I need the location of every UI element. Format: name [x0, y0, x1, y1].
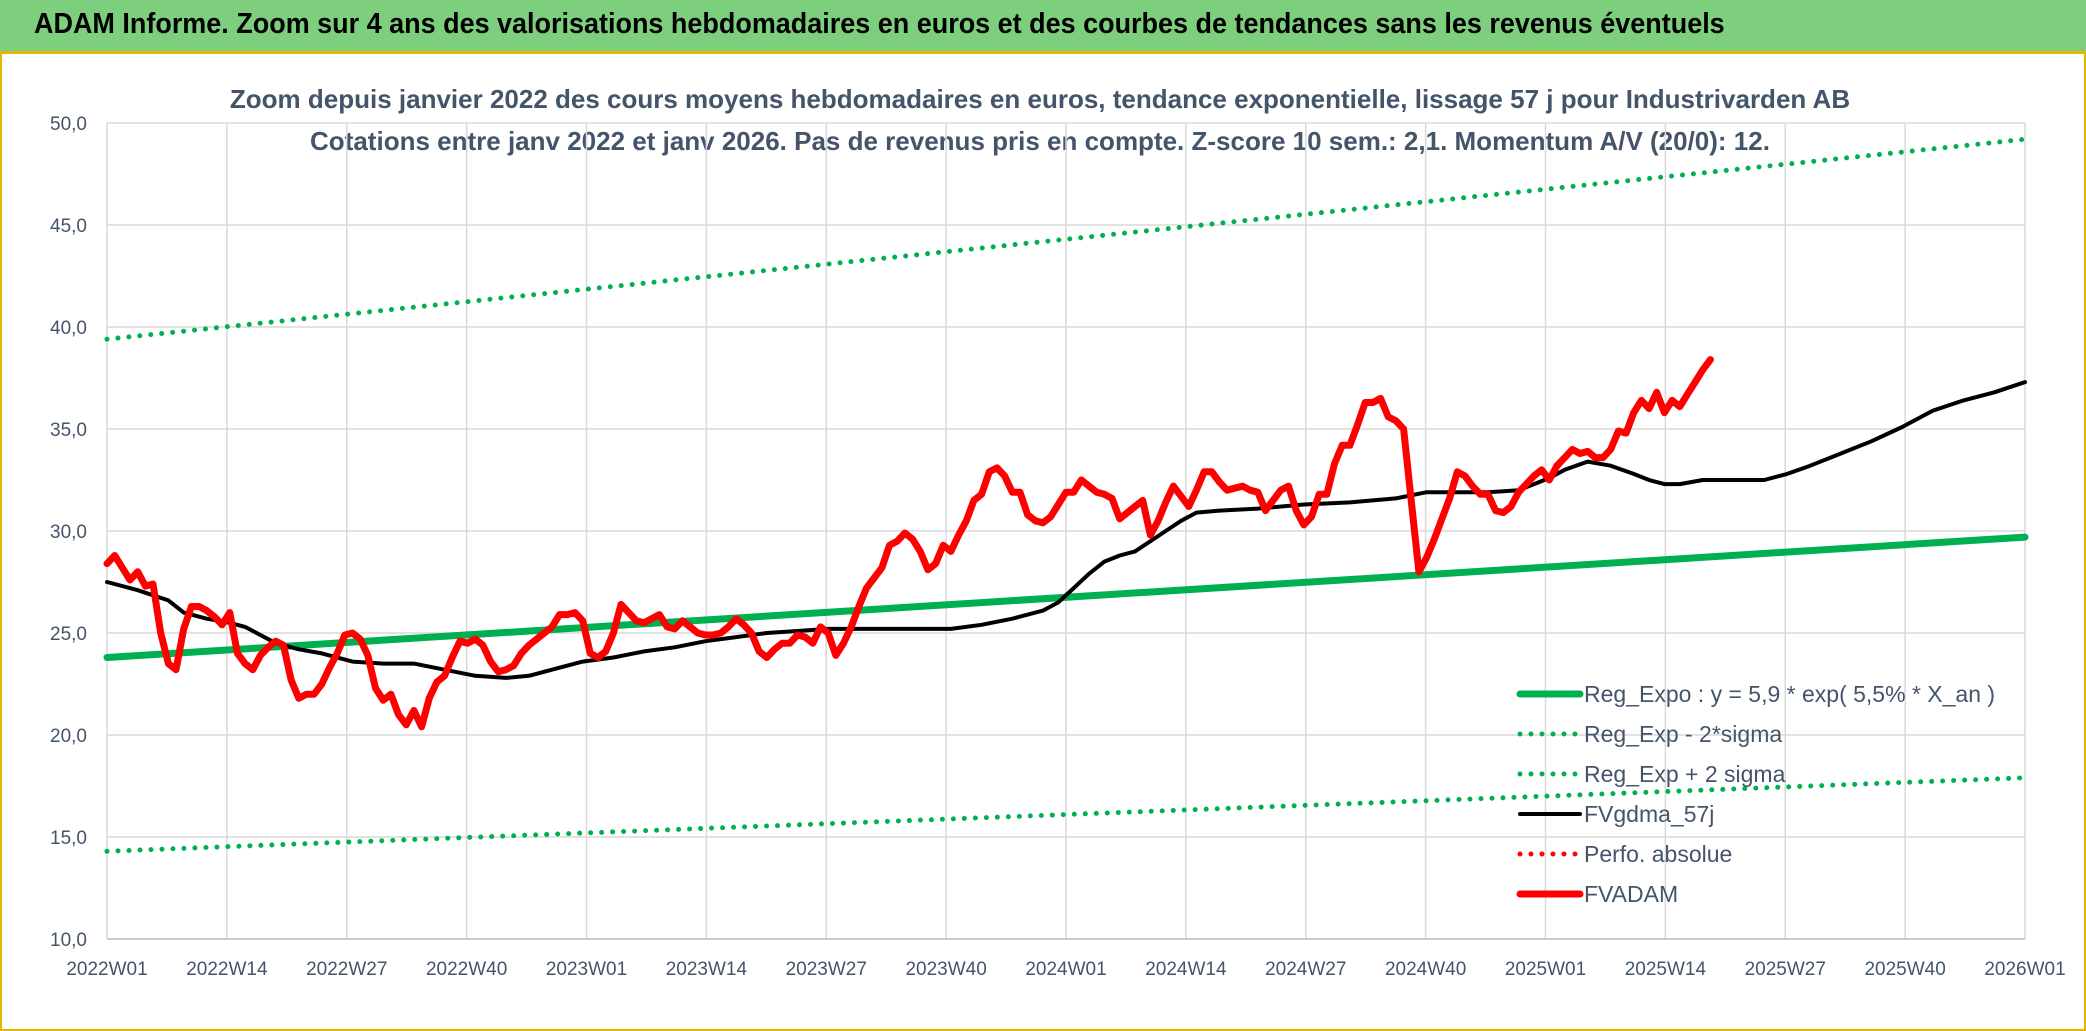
legend: Reg_Expo : y = 5,9 * exp( 5,5% * X_an ) R… — [1516, 681, 1995, 907]
legend-label-fvadam: FVADAM — [1584, 881, 1678, 907]
x-tick-label: 2025W27 — [1745, 959, 1826, 980]
x-tick-label: 2024W27 — [1265, 959, 1346, 980]
x-tick-label: 2022W27 — [306, 959, 387, 980]
x-tick-label: 2022W40 — [426, 959, 507, 980]
y-tick-label: 30,0 — [50, 522, 87, 543]
y-tick-label: 25,0 — [50, 624, 87, 645]
series-line-reg-exp-plus — [104, 136, 2028, 342]
chart-subtitle: Cotations entre janv 2022 et janv 2026. … — [310, 126, 1770, 156]
header-banner: ADAM Informe. Zoom sur 4 ans des valoris… — [0, 0, 2086, 54]
y-axis: 10,0 15,0 20,0 25,0 30,0 35,0 40,0 45,0 50,0 — [50, 114, 87, 951]
x-tick-label: 2026W01 — [1984, 959, 2065, 980]
y-tick-label: 20,0 — [50, 726, 87, 747]
chart-title: Zoom depuis janvier 2022 des cours moyen… — [230, 84, 1850, 114]
x-tick-label: 2024W14 — [1145, 959, 1227, 980]
legend-label-fvgdma: FVgdma_57j — [1584, 801, 1714, 827]
legend-label-reg-exp-minus: Reg_Exp - 2*sigma — [1584, 721, 1782, 747]
x-tick-label: 2024W40 — [1385, 959, 1466, 980]
grid — [106, 122, 2026, 940]
y-tick-label: 15,0 — [50, 828, 87, 849]
banner-title: ADAM Informe. Zoom sur 4 ans des valoris… — [34, 8, 1725, 40]
y-tick-label: 45,0 — [50, 216, 87, 237]
x-axis: 2022W01 2022W14 2022W27 2022W40 2023W01 2023W… — [66, 959, 2065, 980]
series-line-reg-exp-minus — [104, 775, 2028, 854]
y-tick-label: 40,0 — [50, 318, 87, 339]
legend-label-reg-exp-plus: Reg_Exp + 2 sigma — [1584, 761, 1786, 787]
y-tick-label: 50,0 — [50, 114, 87, 135]
x-tick-label: 2022W01 — [66, 959, 147, 980]
y-tick-label: 10,0 — [50, 930, 87, 951]
x-tick-label: 2022W14 — [186, 959, 268, 980]
x-tick-label: 2023W27 — [786, 959, 867, 980]
legend-label-perfo: Perfo. absolue — [1584, 841, 1732, 867]
x-tick-label: 2023W14 — [666, 959, 748, 980]
y-tick-label: 35,0 — [50, 420, 87, 441]
x-tick-label: 2025W14 — [1625, 959, 1707, 980]
x-tick-label: 2025W01 — [1505, 959, 1586, 980]
x-tick-label: 2023W01 — [546, 959, 627, 980]
series-line-fvgdma — [105, 380, 2027, 680]
x-tick-label: 2024W01 — [1025, 959, 1106, 980]
x-tick-label: 2023W40 — [905, 959, 986, 980]
x-tick-label: 2025W40 — [1864, 959, 1945, 980]
series-line-fvadam — [103, 356, 1714, 731]
legend-label-reg-expo: Reg_Expo : y = 5,9 * exp( 5,5% * X_an ) — [1584, 681, 1995, 707]
series-lines — [103, 136, 2029, 854]
chart-area — [0, 54, 2086, 1031]
